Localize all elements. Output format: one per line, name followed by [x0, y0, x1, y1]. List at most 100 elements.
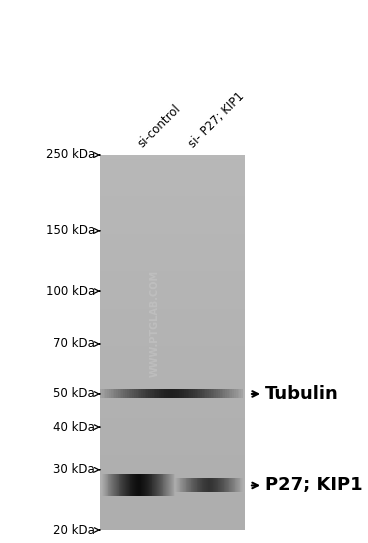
Bar	[100, 241, 245, 245]
Bar	[236, 389, 238, 399]
Bar	[200, 478, 201, 493]
Bar	[100, 496, 245, 500]
Bar	[143, 475, 144, 496]
Bar	[100, 399, 245, 402]
Bar	[231, 478, 232, 493]
Bar	[134, 389, 136, 399]
Bar	[107, 389, 109, 399]
Bar	[100, 327, 245, 331]
Bar	[220, 478, 221, 493]
Bar	[203, 478, 204, 493]
Bar	[224, 478, 225, 493]
Bar	[155, 389, 157, 399]
Bar	[123, 389, 125, 399]
Bar	[100, 178, 245, 181]
Bar	[100, 155, 245, 159]
Bar	[104, 475, 105, 496]
Bar	[135, 475, 136, 496]
Bar	[217, 478, 219, 493]
Bar	[100, 477, 245, 481]
Bar	[102, 475, 103, 496]
Bar	[100, 343, 245, 346]
Bar	[155, 475, 156, 496]
Bar	[100, 256, 245, 260]
Bar	[100, 512, 245, 515]
Bar	[171, 475, 172, 496]
Bar	[160, 475, 161, 496]
Bar	[100, 489, 245, 493]
Bar	[100, 286, 245, 290]
Bar	[100, 320, 245, 324]
Bar	[198, 389, 200, 399]
Bar	[100, 196, 245, 200]
Bar	[219, 478, 220, 493]
Bar	[234, 389, 236, 399]
Bar	[229, 389, 230, 399]
Bar	[111, 475, 112, 496]
Bar	[100, 226, 245, 230]
Bar	[136, 389, 138, 399]
Bar	[138, 475, 139, 496]
Bar	[130, 475, 131, 496]
Bar	[240, 389, 241, 399]
Bar	[100, 174, 245, 178]
Bar	[110, 475, 111, 496]
Bar	[175, 389, 177, 399]
Bar	[117, 475, 118, 496]
Bar	[100, 181, 245, 185]
Bar	[139, 475, 141, 496]
Bar	[100, 466, 245, 470]
Bar	[195, 478, 196, 493]
Bar	[100, 200, 245, 204]
Bar	[100, 365, 245, 369]
Bar	[241, 478, 242, 493]
Bar	[232, 478, 233, 493]
Text: 20 kDa: 20 kDa	[53, 523, 95, 536]
Bar	[184, 478, 185, 493]
Bar	[136, 475, 137, 496]
Bar	[100, 526, 245, 530]
Bar	[100, 207, 245, 211]
Bar	[154, 475, 155, 496]
Bar	[116, 389, 118, 399]
Bar	[197, 389, 198, 399]
Bar	[192, 478, 193, 493]
Bar	[163, 389, 164, 399]
Bar	[139, 389, 141, 399]
Text: 100 kDa: 100 kDa	[46, 285, 95, 298]
Bar	[114, 475, 115, 496]
Bar	[232, 389, 234, 399]
Bar	[204, 478, 205, 493]
Bar	[100, 189, 245, 193]
Bar	[100, 361, 245, 365]
Bar	[100, 260, 245, 264]
Bar	[193, 478, 194, 493]
Bar	[100, 339, 245, 343]
Bar	[196, 478, 197, 493]
Bar	[223, 478, 224, 493]
Bar	[222, 389, 223, 399]
Bar	[130, 389, 132, 399]
Bar	[209, 478, 210, 493]
Bar	[177, 478, 178, 493]
Bar	[100, 455, 245, 459]
Bar	[161, 389, 163, 399]
Bar	[178, 478, 179, 493]
Bar	[165, 475, 166, 496]
Bar	[207, 389, 209, 399]
Bar	[100, 459, 245, 463]
Bar	[186, 389, 188, 399]
Bar	[172, 475, 173, 496]
Text: Tubulin: Tubulin	[265, 385, 339, 403]
Bar	[170, 475, 171, 496]
Bar	[127, 475, 128, 496]
Bar	[210, 478, 211, 493]
Bar	[213, 478, 214, 493]
Bar	[214, 478, 215, 493]
Bar	[158, 475, 159, 496]
Bar	[100, 357, 245, 361]
Bar	[182, 389, 184, 399]
Bar	[100, 515, 245, 519]
Bar	[159, 389, 161, 399]
Bar	[100, 433, 245, 436]
